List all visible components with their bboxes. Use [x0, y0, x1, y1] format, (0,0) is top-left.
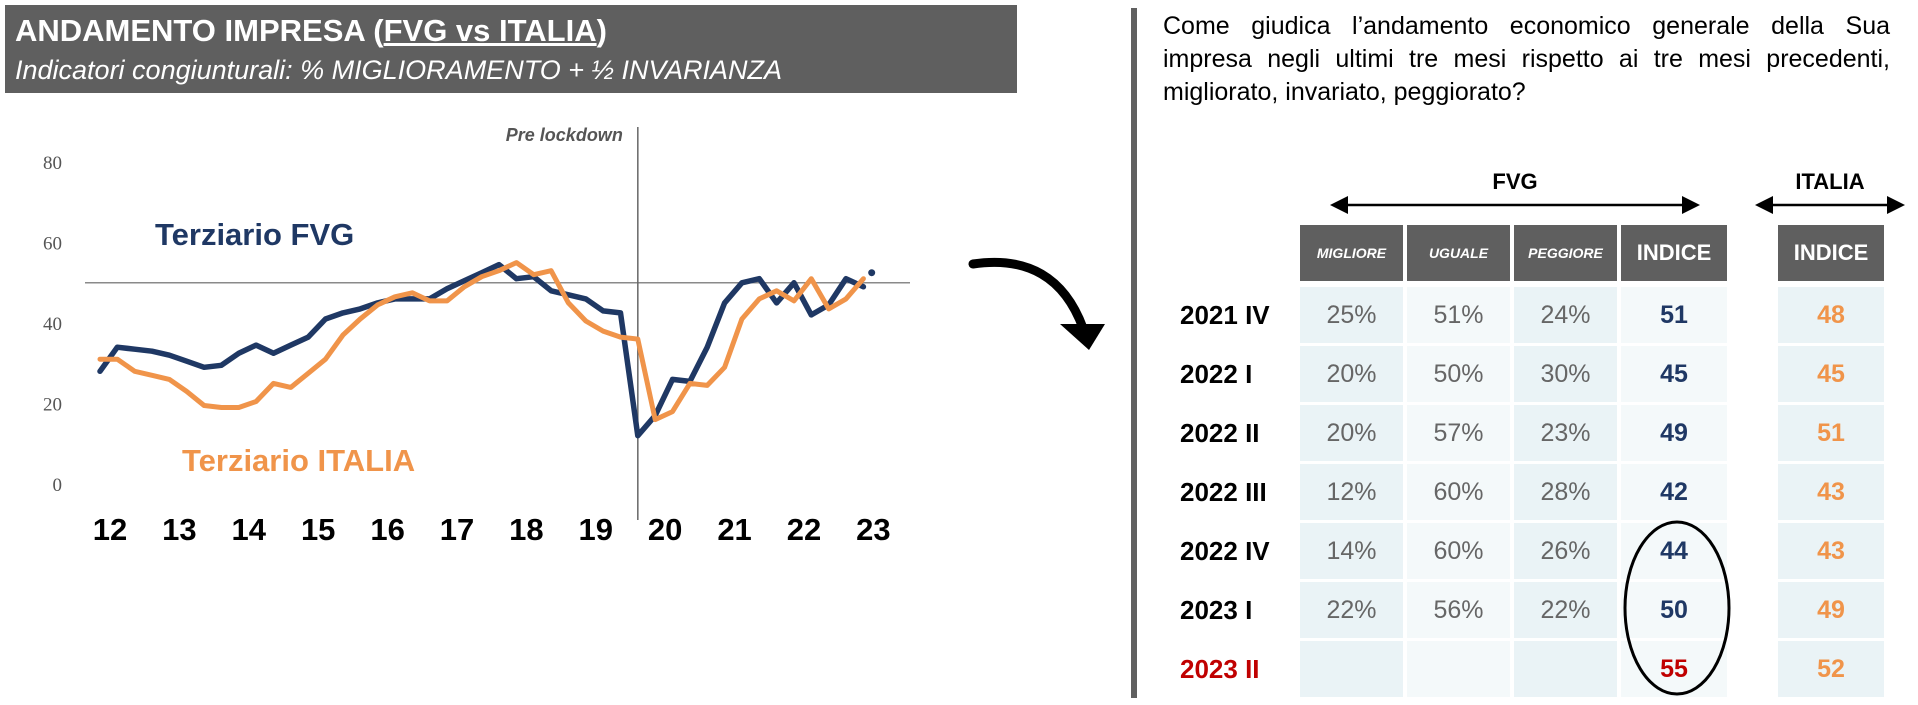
- cell-indice: 42: [1621, 464, 1727, 520]
- cell-uguale: 57%: [1407, 405, 1510, 461]
- highlight-ellipse: [1623, 520, 1731, 696]
- cell-peggiore: 26%: [1514, 523, 1617, 579]
- x-tick-label: 21: [717, 512, 751, 547]
- cell-migliore: 12%: [1300, 464, 1403, 520]
- cell-italia: 51: [1778, 405, 1884, 461]
- cell-migliore: 14%: [1300, 523, 1403, 579]
- row-label: 2023 I: [1180, 594, 1253, 625]
- y-tick-label: 40: [43, 314, 62, 335]
- row-label: 2023 II: [1180, 653, 1260, 684]
- x-tick-label: 17: [440, 512, 474, 547]
- row-label: 2022 II: [1180, 417, 1260, 448]
- cell-migliore: [1300, 641, 1403, 697]
- x-tick-label: 16: [370, 512, 404, 547]
- x-tick-label: 22: [787, 512, 821, 547]
- line-chart: 0 20 40 60 80 Pre lockdown 12 13 14 15 16 17 18 19 20 2…: [43, 125, 910, 547]
- cell-uguale: 51%: [1407, 287, 1510, 343]
- series-line-italia: [97, 260, 866, 423]
- page-title: ANDAMENTO IMPRESA (FVG vs ITALIA): [15, 13, 607, 48]
- y-tick-label: 80: [43, 153, 62, 174]
- cell-migliore: 22%: [1300, 582, 1403, 638]
- column-header-uguale: UGUALE: [1407, 225, 1510, 281]
- row-label: 2022 I: [1180, 358, 1253, 389]
- column-header-italia-indice: INDICE: [1778, 225, 1884, 281]
- cell-uguale: 60%: [1407, 523, 1510, 579]
- survey-question: Come giudica l’andamento economico gener…: [1163, 12, 1890, 106]
- x-tick-label: 23: [856, 512, 890, 547]
- y-tick-label: 20: [43, 395, 62, 416]
- x-tick-label: 18: [509, 512, 543, 547]
- x-tick-label: 14: [232, 512, 267, 547]
- section-divider: [1131, 8, 1137, 698]
- column-header-migliore: MIGLIORE: [1300, 225, 1403, 281]
- cell-italia: 49: [1778, 582, 1884, 638]
- cell-migliore: 20%: [1300, 405, 1403, 461]
- x-tick-label: 15: [301, 512, 335, 547]
- column-header-indice: INDICE: [1621, 225, 1727, 281]
- series-line-fvg: [97, 261, 867, 439]
- title-underlined: FVG vs ITALIA: [383, 13, 597, 48]
- x-tick-label: 12: [93, 512, 127, 547]
- cell-uguale: 56%: [1407, 582, 1510, 638]
- y-tick-label: 0: [53, 475, 63, 496]
- group-label-fvg: FVG: [1492, 169, 1538, 194]
- cell-peggiore: [1514, 641, 1617, 697]
- cell-italia: 52: [1778, 641, 1884, 697]
- row-label: 2022 III: [1180, 476, 1267, 507]
- series-label-fvg: Terziario FVG: [155, 217, 354, 252]
- cell-peggiore: 23%: [1514, 405, 1617, 461]
- cell-uguale: 50%: [1407, 346, 1510, 402]
- x-tick-label: 19: [579, 512, 613, 547]
- cell-italia: 43: [1778, 523, 1884, 579]
- row-label: 2022 IV: [1180, 535, 1270, 566]
- cell-indice: 50: [1621, 582, 1727, 638]
- column-header-peggiore: PEGGIORE: [1514, 225, 1617, 281]
- title-box: ANDAMENTO IMPRESA (FVG vs ITALIA) Indica…: [5, 5, 1017, 93]
- series-end-point: [868, 269, 876, 277]
- y-tick-label: 60: [43, 234, 62, 255]
- cell-peggiore: 30%: [1514, 346, 1617, 402]
- lockdown-label: Pre lockdown: [506, 125, 623, 145]
- row-label: 2021 IV: [1180, 299, 1270, 330]
- cell-indice: 49: [1621, 405, 1727, 461]
- x-tick-label: 13: [162, 512, 196, 547]
- fvg-double-arrow-icon: [1330, 196, 1700, 214]
- cell-italia: 45: [1778, 346, 1884, 402]
- cell-migliore: 20%: [1300, 346, 1403, 402]
- cell-migliore: 25%: [1300, 287, 1403, 343]
- cell-peggiore: 22%: [1514, 582, 1617, 638]
- x-tick-label: 20: [648, 512, 682, 547]
- cell-indice: 51: [1621, 287, 1727, 343]
- series-label-italia: Terziario ITALIA: [182, 443, 415, 478]
- page-subtitle: Indicatori congiunturali: % MIGLIORAMENT…: [15, 55, 783, 85]
- cell-peggiore: 28%: [1514, 464, 1617, 520]
- cell-italia: 43: [1778, 464, 1884, 520]
- cell-italia: 48: [1778, 287, 1884, 343]
- cell-uguale: [1407, 641, 1510, 697]
- group-label-italia: ITALIA: [1795, 169, 1865, 194]
- cell-uguale: 60%: [1407, 464, 1510, 520]
- cell-peggiore: 24%: [1514, 287, 1617, 343]
- italia-double-arrow-icon: [1755, 196, 1905, 214]
- curved-arrow-icon: [968, 257, 1105, 350]
- cell-indice: 45: [1621, 346, 1727, 402]
